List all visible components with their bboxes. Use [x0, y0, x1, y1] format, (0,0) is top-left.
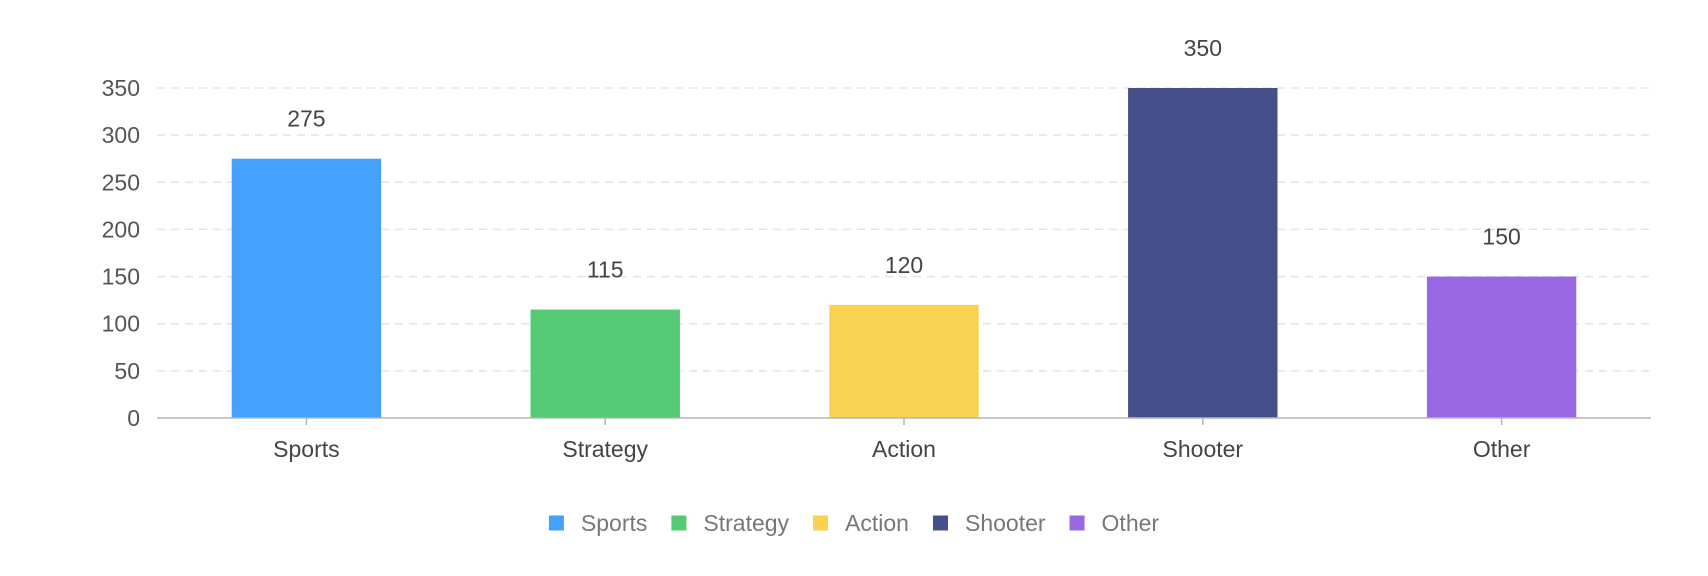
x-tick-label-shooter: Shooter: [1163, 436, 1244, 462]
legend-item-action[interactable]: Action: [813, 510, 909, 536]
bar-other[interactable]: [1426, 276, 1577, 418]
data-label-sports: 275: [287, 106, 325, 132]
legend-label: Strategy: [703, 510, 789, 536]
x-tick-label-sports: Sports: [273, 436, 339, 462]
legend-item-other[interactable]: Other: [1069, 510, 1160, 536]
y-tick-label: 100: [102, 311, 140, 337]
y-tick-label: 150: [102, 264, 140, 290]
data-labels: 275 115 120 350 150: [287, 35, 1521, 283]
bar-sports[interactable]: [231, 158, 382, 418]
legend-label: Shooter: [965, 510, 1046, 536]
legend: Sports Strategy Action Shooter Other: [548, 510, 1160, 536]
y-axis: 0 50 100 150 200 250 300 350: [102, 75, 140, 431]
x-axis: Sports Strategy Action Shooter Other: [157, 417, 1651, 462]
y-tick-label: 300: [102, 122, 140, 148]
bar-action[interactable]: [829, 304, 979, 418]
legend-swatch: [1069, 515, 1085, 531]
data-label-other: 150: [1482, 224, 1520, 250]
legend-item-sports[interactable]: Sports: [548, 510, 647, 536]
legend-swatch: [671, 515, 687, 531]
bars: [231, 88, 1577, 418]
bar-strategy[interactable]: [530, 309, 680, 418]
x-tick-label-strategy: Strategy: [562, 436, 648, 462]
legend-item-strategy[interactable]: Strategy: [671, 510, 790, 536]
y-tick-label: 350: [102, 75, 140, 101]
data-label-action: 120: [885, 252, 923, 278]
legend-swatch: [932, 515, 948, 531]
y-tick-label: 0: [127, 405, 140, 431]
legend-label: Sports: [581, 510, 647, 536]
legend-label: Other: [1102, 510, 1160, 536]
legend-label: Action: [845, 510, 909, 536]
bar-shooter[interactable]: [1128, 88, 1278, 418]
data-label-shooter: 350: [1184, 35, 1222, 61]
legend-swatch: [813, 515, 829, 531]
y-tick-label: 250: [102, 169, 140, 195]
x-tick-label-other: Other: [1473, 436, 1531, 462]
legend-swatch: [548, 515, 564, 531]
data-label-strategy: 115: [587, 257, 624, 283]
x-tick-label-action: Action: [872, 436, 936, 462]
legend-item-shooter[interactable]: Shooter: [932, 510, 1046, 536]
y-tick-label: 50: [114, 358, 140, 384]
y-tick-label: 200: [102, 216, 140, 242]
